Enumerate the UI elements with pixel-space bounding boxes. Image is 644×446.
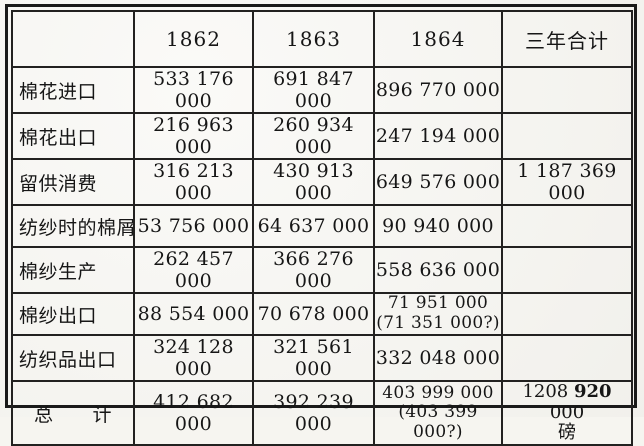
value-cell-1862: 316 213 000 [133, 158, 254, 206]
grand-total-pre: 1208 [522, 381, 574, 402]
value-cell-1864: 71 951 000 (71 351 000?) [373, 292, 503, 336]
grand-total-post: 000 [549, 401, 585, 423]
header-year-1864: 1864 [373, 10, 503, 68]
value-cell-1863: 392 239 000 [252, 379, 375, 446]
grand-total-cell: 1208 920 000 磅 [501, 379, 633, 446]
value-cell-1862: 216 963 000 [133, 112, 254, 160]
row-label: 总 计 [11, 379, 135, 446]
value-cell-1862: 53 756 000 [133, 204, 254, 248]
table-outer-frame: 1862 1863 1864 三年合计 棉花进口 533 176 000 691… [5, 4, 637, 446]
header-corner-cell [11, 10, 135, 68]
scanned-page: 1862 1863 1864 三年合计 棉花进口 533 176 000 691… [5, 4, 637, 446]
header-year-1863: 1863 [252, 10, 375, 68]
value-cell-1863: 691 847 000 [252, 66, 375, 114]
value-cell-1862: 88 554 000 [133, 292, 254, 336]
value-cell-1864: 649 576 000 [373, 158, 503, 206]
grand-total-bold: 920 [573, 381, 612, 402]
value-cell-1862: 533 176 000 [133, 66, 254, 114]
value-cell-1864: 247 194 000 [373, 112, 503, 160]
header-row: 1862 1863 1864 三年合计 [11, 10, 633, 68]
value-cell-total [501, 334, 633, 382]
value-cell-1863: 321 561 000 [252, 334, 375, 382]
value-cell-1863: 366 276 000 [252, 246, 375, 294]
header-year-1862: 1862 [133, 10, 254, 68]
table-row-textile-exports: 纺织品出口 324 128 000 321 561 000 332 048 00… [11, 334, 633, 382]
table-row-spinning-waste: 纺纱时的棉屑 53 756 000 64 637 000 90 940 000 [11, 204, 633, 248]
cotton-statistics-table: 1862 1863 1864 三年合计 棉花进口 533 176 000 691… [11, 10, 633, 446]
value-cell-1864: 90 940 000 [373, 204, 503, 248]
row-label: 纺织品出口 [11, 334, 135, 382]
grand-total-unit: 磅 [558, 422, 576, 444]
table-row-yarn-exports: 棉纱出口 88 554 000 70 678 000 71 951 000 (7… [11, 292, 633, 336]
value-cell-1862: 324 128 000 [133, 334, 254, 382]
table-row-grand-total: 总 计 412 682 000 392 239 000 403 999 000 … [11, 379, 633, 446]
value-cell-1863: 70 678 000 [252, 292, 375, 336]
value-cell-1864: 558 636 000 [373, 246, 503, 294]
table-row-yarn-production: 棉纱生产 262 457 000 366 276 000 558 636 000 [11, 246, 633, 294]
value-cell-total [501, 246, 633, 294]
row-label: 留供消费 [11, 158, 135, 206]
table-row-cotton-exports: 棉花出口 216 963 000 260 934 000 247 194 000 [11, 112, 633, 160]
value-cell-total [501, 66, 633, 114]
grand-total-number: 1208 920 000 [522, 381, 612, 423]
value-cell-1864: 403 999 000 (403 399 000?) [373, 379, 503, 446]
value-cell-1863: 64 637 000 [252, 204, 375, 248]
value-cell-total [501, 204, 633, 248]
value-cell-1862: 262 457 000 [133, 246, 254, 294]
row-label: 棉纱出口 [11, 292, 135, 336]
value-cell-total [501, 112, 633, 160]
header-three-year-total: 三年合计 [501, 10, 633, 68]
row-label: 棉纱生产 [11, 246, 135, 294]
value-cell-1864: 332 048 000 [373, 334, 503, 382]
table-row-retained-consumption: 留供消费 316 213 000 430 913 000 649 576 000… [11, 158, 633, 206]
value-cell-1863: 260 934 000 [252, 112, 375, 160]
value-cell-total: 1 187 369 000 [501, 158, 633, 206]
row-label: 棉花出口 [11, 112, 135, 160]
table-row-cotton-imports: 棉花进口 533 176 000 691 847 000 896 770 000 [11, 66, 633, 114]
value-cell-1863: 430 913 000 [252, 158, 375, 206]
value-cell-1864: 896 770 000 [373, 66, 503, 114]
value-cell-total [501, 292, 633, 336]
row-label: 棉花进口 [11, 66, 135, 114]
value-cell-1862: 412 682 000 [133, 379, 254, 446]
row-label: 纺纱时的棉屑 [11, 204, 135, 248]
